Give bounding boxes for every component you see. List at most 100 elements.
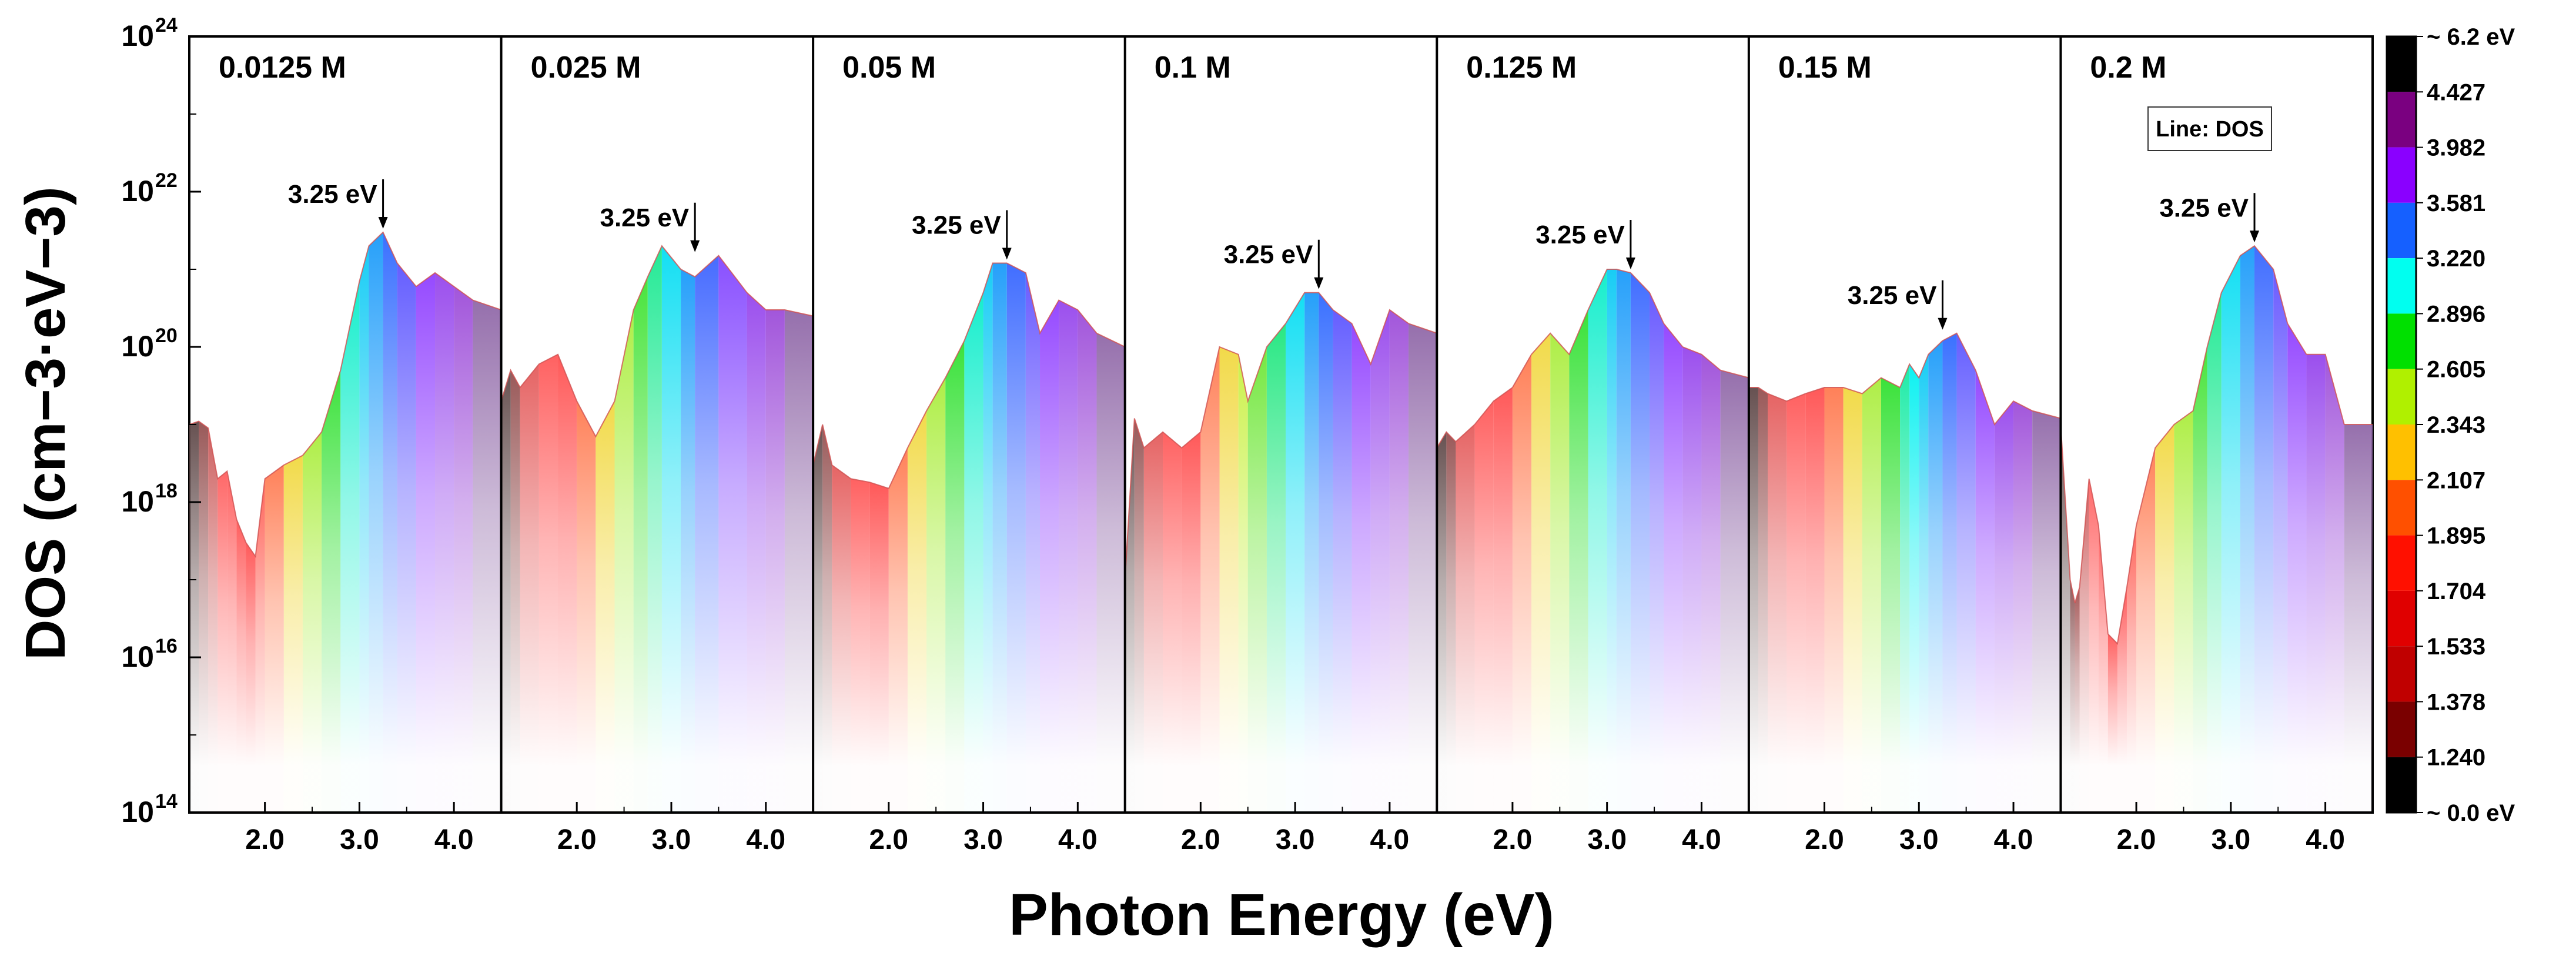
x-tick-label: 4.0 [434,824,474,855]
dos-area-slice [369,232,383,813]
colorbar-label: 2.107 [2427,467,2485,493]
colorbar-label: ~ 6.2 eV [2427,24,2515,50]
dos-area-slice [1446,432,1456,813]
x-tick-label: 4.0 [1682,824,1721,855]
peak-label: 3.25 eV [1535,220,1625,249]
dos-area-slice [1389,310,1409,813]
dos-area-slice [1493,387,1513,813]
dos-area-slice [1720,370,1749,813]
dos-area-slice [510,370,520,813]
dos-area-slice [189,421,199,813]
dos-area-slice [265,465,284,813]
dos-area-slice [1919,354,1929,813]
dos-area-slice [246,543,256,813]
panel-0.0125-M: 0.0125 M 3.25 eV 2.0 3.0 4.0 [189,51,501,855]
colorbar-label: 1.895 [2427,523,2485,549]
dos-area-slice [1664,323,1683,813]
panel-title: 0.15 M [1778,51,1872,85]
x-tick-label: 4.0 [746,824,785,855]
dos-area-slice [695,255,719,813]
dos-area-slice [1266,323,1286,813]
x-tick-label: 3.0 [652,824,691,855]
dos-area-slice [1616,269,1631,813]
x-tick-label: 4.0 [1994,824,2033,855]
y-axis-label: DOS (cm−3·eV−3) [14,186,77,660]
dos-area-slice [832,465,851,813]
peak-label: 3.25 eV [1848,281,1937,310]
dos-area-slice [1805,387,1825,813]
dos-area-slice [2155,424,2174,813]
dos-area-slice [1143,432,1163,813]
x-tick-label: 4.0 [2306,824,2345,855]
dos-area-slice [784,310,814,813]
dos-area-slice [1928,340,1943,813]
dos-area-slice [2254,246,2274,813]
dos-area-slice [340,281,360,813]
dos-area-slice [2221,255,2240,813]
dos-area-slice [1247,347,1267,813]
dos-line [813,262,1125,489]
dos-area-slice [633,276,648,813]
dos-area-slice [302,432,322,813]
dos-area-slice [1456,424,1475,813]
dos-area-slice [945,340,965,813]
dos-area-slice [2287,323,2307,813]
colorbar-segment [2387,202,2416,259]
dos-area-slice [383,232,397,813]
dos-area-slice [1059,300,1078,813]
colorbar-label: 2.605 [2427,357,2485,383]
dos-area-slice [1409,323,1437,813]
dos-area-slice [1286,292,1305,813]
x-tick-label: 3.0 [2211,824,2250,855]
panel-0.2-M: 0.2 M 3.25 eV 2.0 3.0 4.0 Line: DOS [2059,36,2373,855]
y-tick-label: 10 [121,19,154,52]
colorbar-segment [2387,258,2416,314]
dos-area-slice [1682,347,1702,813]
dos-area-slice [851,479,870,813]
dos-area-slice [283,455,303,813]
dos-area-slice [1824,387,1844,813]
dos-area-slice [1569,310,1588,813]
dos-area-slice [255,479,265,813]
dos-area-slice [1351,323,1371,813]
colorbar-segment [2387,590,2416,647]
panel-0.1-M: 0.1 M 3.25 eV 2.0 3.0 4.0 [1123,36,1437,855]
dos-area-slice [1319,292,1333,813]
dos-area-slice [1200,347,1220,813]
dos-area-slice [227,471,237,813]
dos-area-slice [2240,246,2255,813]
dos-area-slice [558,354,577,813]
dos-area-slice [1588,269,1607,813]
legend-box [2147,106,2272,151]
y-tick-exponent: 18 [155,480,178,502]
dos-area-slice [747,292,766,813]
dos-area-slice [813,424,823,813]
peak-label: 3.25 eV [288,180,377,209]
x-tick-label: 3.0 [964,824,1003,855]
colorbar-label: 3.581 [2427,190,2485,216]
panel-title: 0.2 M [2090,51,2166,85]
legend-label: Line: DOS [2156,117,2264,142]
dos-area-slice [1006,263,1026,813]
dos-area-slice [416,273,436,813]
colorbar-segment [2387,757,2416,813]
dos-area-slice [2032,410,2061,813]
dos-area-slice [869,482,889,813]
dos-area-slice [1219,347,1239,813]
dos-area-slice [888,447,908,813]
dos-area-slice [1025,273,1041,813]
x-tick-label: 2.0 [1805,824,1844,855]
dos-area-slice [907,410,927,813]
peak-arrowhead [690,240,700,252]
dos-area-slice [1843,387,1862,813]
x-tick-label: 2.0 [245,824,285,855]
dos-area-slice [2344,424,2373,813]
dos-area-slice [1881,377,1901,813]
x-axis-label: Photon Energy (eV) [1009,882,1554,948]
panel-title: 0.0125 M [219,51,346,85]
dos-area-slice [199,421,209,813]
dos-area-slice [473,300,501,813]
peak-arrowhead [378,217,388,229]
colorbar-label: 3.982 [2427,135,2485,161]
